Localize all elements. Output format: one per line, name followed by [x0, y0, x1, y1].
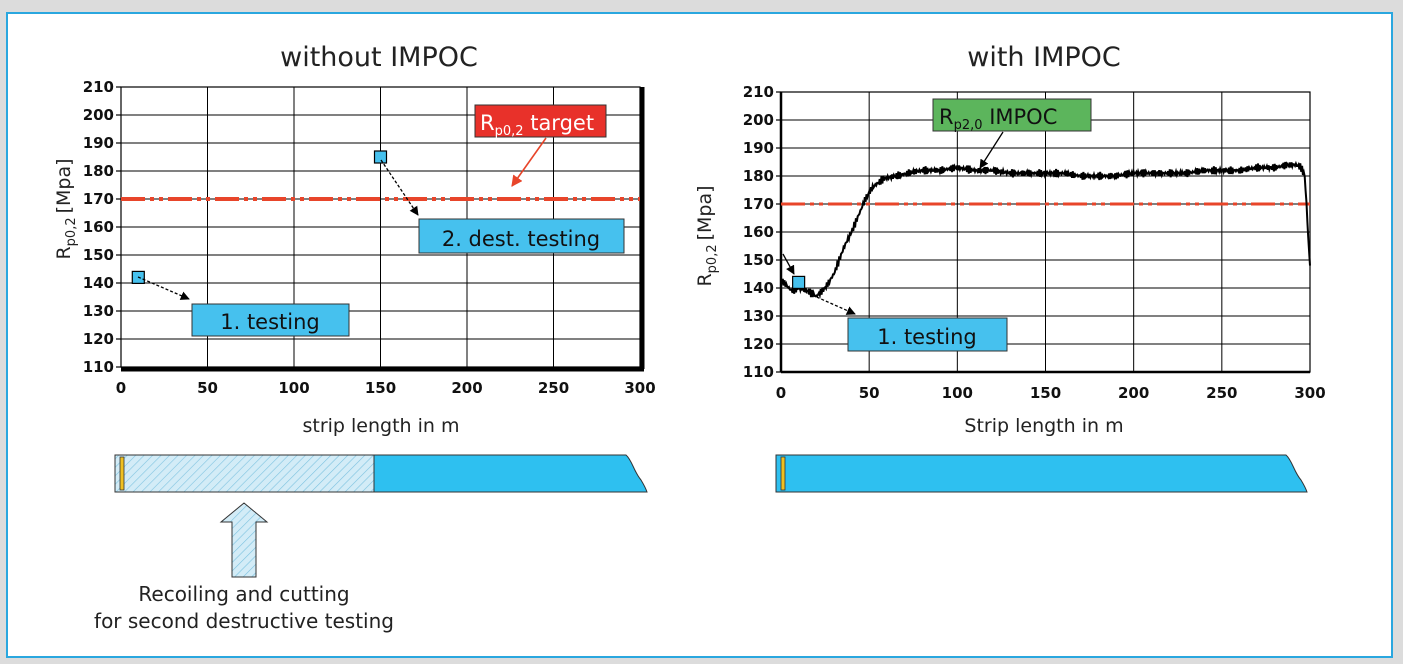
second-testing-label: 2. dest. testing — [442, 227, 600, 251]
y-tick-label: 170 — [83, 190, 114, 208]
strip-hatched-section — [114, 454, 375, 493]
y-tick-label: 210 — [83, 78, 114, 96]
y-tick-label: 180 — [743, 167, 774, 185]
x-tick-label: 100 — [942, 384, 973, 402]
chart-title-with-impoc: with IMPOC — [967, 42, 1121, 73]
testing-point — [792, 275, 806, 289]
target-callout-text: Rp0,2 target — [480, 111, 594, 139]
y-tick-label: 190 — [83, 134, 114, 152]
left-x-axis-label: strip length in m — [302, 415, 459, 437]
x-tick-label: 150 — [1030, 384, 1061, 402]
right-x-tick-labels: 0 50 100 150 200 250 300 — [776, 384, 1326, 402]
x-tick-label: 50 — [859, 384, 880, 402]
y-tick-label: 200 — [743, 111, 774, 129]
comparison-figure: without IMPOC 110 120 130 140 150 160 170 180 19… — [53, 42, 1326, 633]
strip-caption-line2: for second destructive testing — [94, 609, 394, 633]
strip-test-mark-right — [780, 456, 786, 491]
x-tick-label: 250 — [538, 379, 569, 397]
y-tick-label: 150 — [83, 246, 114, 264]
figure-frame: without IMPOC 110 120 130 140 150 160 170 180 19… — [6, 12, 1393, 658]
testing-point — [373, 150, 388, 164]
left-y-tick-labels: 110 120 130 140 150 160 170 180 190 200 210 — [83, 78, 114, 376]
y-tick-label: 130 — [83, 302, 114, 320]
strip-diagram-right — [775, 454, 1308, 493]
y-tick-label: 170 — [743, 195, 774, 213]
x-tick-label: 200 — [1118, 384, 1149, 402]
y-tick-label: 180 — [83, 162, 114, 180]
y-tick-label: 160 — [743, 223, 774, 241]
chart-with-impoc: with IMPOC 110 120 130 140 150 160 170 180 190 20… — [694, 42, 1326, 493]
chart-title-without-impoc: without IMPOC — [280, 42, 478, 73]
first-testing-box-left — [191, 303, 350, 337]
y-tick-label: 150 — [743, 251, 774, 269]
x-tick-label: 300 — [1294, 384, 1325, 402]
y-tick-label: 120 — [743, 335, 774, 353]
impoc-callout-arrow — [979, 131, 1004, 169]
impoc-callout-box — [932, 98, 1092, 132]
target-callout-arrow — [511, 137, 547, 187]
x-tick-label: 50 — [197, 379, 218, 397]
y-tick-label: 120 — [83, 330, 114, 348]
strip-full-section — [775, 454, 1308, 493]
right-x-axis-label: Strip length in m — [964, 415, 1123, 437]
impoc-series-line — [780, 160, 1311, 299]
y-tick-label: 130 — [743, 307, 774, 325]
recoiling-arrow — [219, 502, 269, 578]
second-testing-box — [418, 218, 625, 254]
x-tick-label: 0 — [116, 379, 126, 397]
right-y-axis-label: Rp0,2[Mpa] — [694, 185, 720, 286]
right-impoc-series — [780, 160, 1311, 299]
second-testing-arrow — [380, 159, 419, 216]
strip-remaining-section — [373, 454, 648, 493]
target-callout-box — [474, 104, 607, 138]
x-tick-label: 250 — [1206, 384, 1237, 402]
y-tick-label: 210 — [743, 83, 774, 101]
x-tick-label: 200 — [451, 379, 482, 397]
y-tick-label: 110 — [83, 358, 114, 376]
x-tick-label: 0 — [776, 384, 786, 402]
first-testing-marker-arrow — [782, 253, 795, 275]
y-tick-label: 160 — [83, 218, 114, 236]
y-tick-label: 200 — [83, 106, 114, 124]
x-tick-label: 100 — [278, 379, 309, 397]
right-y-tick-labels: 110 120 130 140 150 160 170 180 190 200 210 — [743, 83, 774, 381]
strip-caption-line1: Recoiling and cutting — [138, 582, 349, 606]
first-testing-box-right — [847, 317, 1008, 352]
y-tick-label: 140 — [743, 279, 774, 297]
y-tick-label: 190 — [743, 139, 774, 157]
first-testing-arrow-left — [137, 276, 190, 300]
impoc-callout-text: Rp2,0 IMPOC — [939, 105, 1057, 133]
strip-diagram-left: Recoiling and cutting for second destruc… — [94, 454, 648, 633]
y-tick-label: 110 — [743, 363, 774, 381]
first-testing-label-right: 1. testing — [877, 325, 977, 349]
left-y-axis-label: Rp0,2[Mpa] — [53, 158, 79, 259]
y-tick-label: 140 — [83, 274, 114, 292]
right-data-points — [792, 275, 806, 289]
left-x-tick-labels: 0 50 100 150 200 250 300 — [116, 379, 656, 397]
chart-without-impoc: without IMPOC 110 120 130 140 150 160 170 180 19… — [53, 42, 656, 633]
first-testing-arrow-right — [802, 290, 856, 315]
first-testing-label-left: 1. testing — [220, 310, 320, 334]
x-tick-label: 300 — [624, 379, 655, 397]
x-tick-label: 150 — [365, 379, 396, 397]
strip-test-mark-left — [119, 456, 125, 491]
